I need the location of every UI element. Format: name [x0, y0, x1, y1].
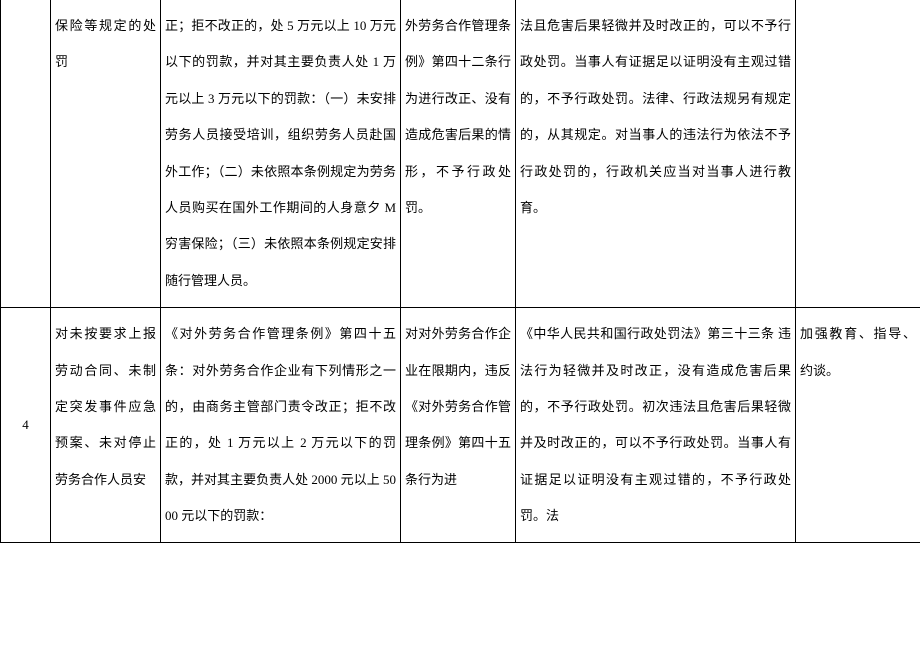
- cell-regulation: 正；拒不改正的，处 5 万元以上 10 万元以下的罚款，并对其主要负责人处 1 …: [161, 0, 401, 308]
- regulation-table: 保险等规定的处罚 正；拒不改正的，处 5 万元以上 10 万元以下的罚款，并对其…: [0, 0, 920, 543]
- cell-topic: 对未按要求上报劳动合同、未制定突发事件应急预案、未对停止劳务合作人员安: [51, 308, 161, 543]
- cell-num: 4: [1, 308, 51, 543]
- cell-action: [796, 0, 920, 308]
- cell-exemption: 法且危害后果轻微并及时改正的，可以不予行政处罚。当事人有证据足以证明没有主观过错…: [516, 0, 796, 308]
- cell-exemption: 《中华人民共和国行政处罚法》第三十三条 违法行为轻微并及时改正，没有造成危害后果…: [516, 308, 796, 543]
- cell-basis: 对对外劳务合作企业在限期内，违反《对外劳务合作管理条例》第四十五条行为进: [401, 308, 516, 543]
- table-row: 保险等规定的处罚 正；拒不改正的，处 5 万元以上 10 万元以下的罚款，并对其…: [1, 0, 920, 308]
- cell-num: [1, 0, 51, 308]
- cell-action: 加强教育、指导、约谈。: [796, 308, 920, 543]
- cell-topic: 保险等规定的处罚: [51, 0, 161, 308]
- cell-basis: 外劳务合作管理条例》第四十二条行为进行改正、没有造成危害后果的情形，不予行政处罚…: [401, 0, 516, 308]
- table-row: 4 对未按要求上报劳动合同、未制定突发事件应急预案、未对停止劳务合作人员安 《对…: [1, 308, 920, 543]
- cell-regulation: 《对外劳务合作管理条例》第四十五条：对外劳务合作企业有下列情形之一的，由商务主管…: [161, 308, 401, 543]
